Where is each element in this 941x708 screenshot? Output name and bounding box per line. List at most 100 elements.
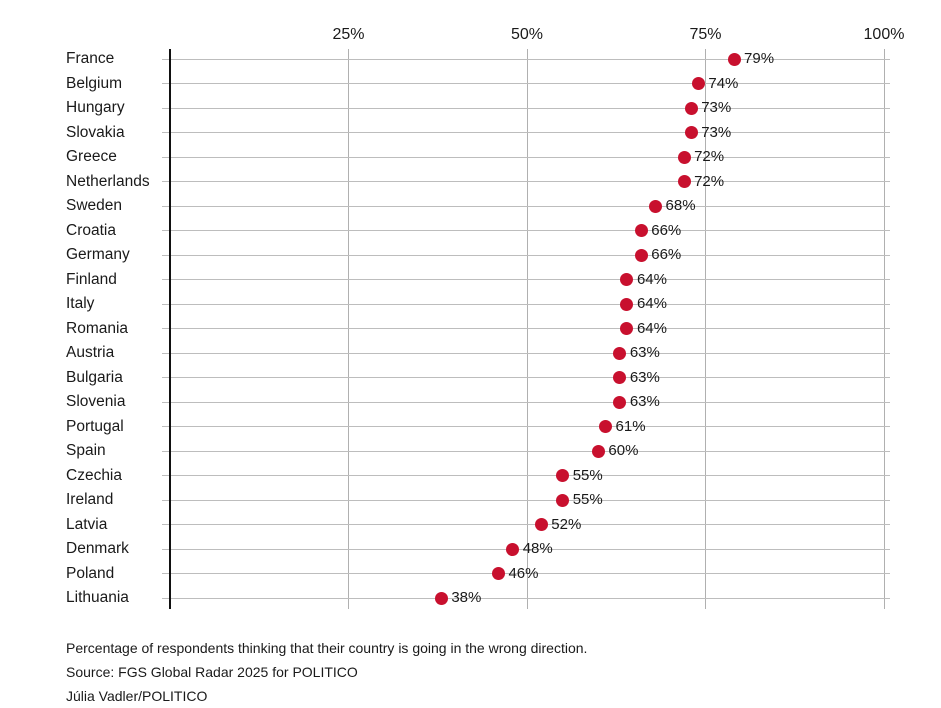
value-label: 64% bbox=[636, 270, 667, 288]
value-label: 55% bbox=[572, 491, 603, 508]
country-label: Finland bbox=[66, 270, 117, 288]
data-dot bbox=[620, 297, 634, 311]
row-gridline bbox=[162, 597, 890, 599]
data-dot bbox=[434, 591, 448, 605]
x-tick-label: 100% bbox=[863, 26, 905, 43]
country-label: Portugal bbox=[66, 417, 124, 435]
row-gridline bbox=[162, 524, 890, 525]
data-dot bbox=[556, 469, 570, 482]
data-dot bbox=[684, 101, 698, 115]
data-dot bbox=[491, 567, 505, 580]
row-gridline bbox=[162, 254, 890, 256]
country-label: Bulgaria bbox=[66, 368, 123, 386]
country-label: Netherlands bbox=[66, 172, 150, 190]
row-gridline bbox=[162, 205, 890, 207]
country-label: Slovenia bbox=[66, 393, 126, 410]
data-dot bbox=[677, 150, 691, 164]
country-label: Ireland bbox=[66, 491, 114, 508]
value-label: 38% bbox=[451, 589, 482, 606]
row-gridline bbox=[162, 475, 890, 476]
x-tick-label: 25% bbox=[332, 26, 365, 43]
country-label: Sweden bbox=[66, 197, 123, 214]
row-gridline bbox=[162, 156, 890, 158]
chart-footer: Percentage of respondents thinking that … bbox=[66, 636, 587, 708]
country-label: Italy bbox=[66, 295, 95, 312]
row-gridline bbox=[162, 132, 890, 133]
value-label: 73% bbox=[701, 99, 732, 116]
data-dot bbox=[556, 493, 570, 507]
value-label: 68% bbox=[665, 197, 696, 214]
country-label: Slovakia bbox=[66, 123, 125, 141]
row-gridline bbox=[162, 279, 890, 280]
data-dot bbox=[649, 199, 663, 213]
value-label: 55% bbox=[572, 466, 603, 484]
x-tick-label: 75% bbox=[689, 26, 722, 43]
country-label: Belgium bbox=[66, 74, 122, 92]
data-dot bbox=[634, 224, 648, 237]
x-tick-label: 50% bbox=[510, 26, 544, 43]
y-axis-line bbox=[169, 49, 171, 609]
data-dot bbox=[620, 322, 634, 335]
x-gridline bbox=[705, 49, 706, 609]
row-gridline bbox=[162, 107, 890, 109]
value-label: 72% bbox=[694, 172, 725, 190]
row-gridline bbox=[162, 548, 890, 550]
value-label: 63% bbox=[629, 393, 660, 410]
row-gridline bbox=[162, 58, 890, 60]
value-label: 72% bbox=[694, 148, 725, 165]
row-gridline bbox=[162, 401, 890, 403]
row-gridline bbox=[162, 83, 890, 84]
value-label: 61% bbox=[615, 417, 646, 435]
country-label: Greece bbox=[66, 148, 117, 165]
data-dot bbox=[599, 420, 613, 433]
country-label: France bbox=[66, 50, 115, 67]
country-label: Romania bbox=[66, 319, 129, 337]
row-gridline bbox=[162, 573, 890, 574]
value-label: 60% bbox=[608, 442, 639, 459]
value-label: 74% bbox=[708, 74, 739, 92]
row-gridline bbox=[162, 328, 890, 329]
country-label: Poland bbox=[66, 564, 115, 582]
chart-caption: Percentage of respondents thinking that … bbox=[66, 640, 588, 656]
value-label: 63% bbox=[629, 344, 660, 361]
row-gridline bbox=[162, 303, 890, 305]
country-label: Spain bbox=[66, 442, 106, 459]
row-gridline bbox=[162, 426, 890, 427]
value-label: 79% bbox=[744, 50, 775, 67]
row-gridline bbox=[162, 352, 890, 354]
country-label: Latvia bbox=[66, 515, 108, 533]
data-dot bbox=[691, 77, 705, 90]
country-label: Lithuania bbox=[66, 589, 129, 606]
row-gridline bbox=[162, 377, 890, 378]
value-label: 64% bbox=[636, 295, 667, 312]
country-label: Croatia bbox=[66, 221, 116, 239]
value-label: 66% bbox=[651, 221, 682, 239]
value-label: 46% bbox=[508, 564, 539, 582]
data-dot bbox=[634, 248, 648, 262]
data-dot bbox=[591, 444, 605, 458]
data-dot bbox=[727, 52, 741, 66]
value-label: 48% bbox=[522, 540, 553, 557]
data-dot bbox=[684, 126, 698, 139]
data-dot bbox=[613, 371, 627, 384]
chart-source: Source: FGS Global Radar 2025 for POLITI… bbox=[66, 664, 358, 680]
data-dot bbox=[613, 395, 627, 409]
row-gridline bbox=[162, 450, 890, 452]
chart-credit: Júlia Vadler/POLITICO bbox=[66, 688, 208, 704]
x-gridline bbox=[348, 49, 349, 609]
value-label: 73% bbox=[701, 123, 732, 141]
country-label: Hungary bbox=[66, 99, 125, 116]
value-label: 64% bbox=[636, 319, 667, 337]
x-gridline bbox=[526, 49, 528, 609]
data-dot bbox=[534, 518, 548, 531]
value-label: 52% bbox=[551, 515, 582, 533]
data-dot bbox=[613, 346, 627, 360]
row-gridline bbox=[162, 181, 890, 182]
value-label: 66% bbox=[651, 246, 682, 263]
country-label: Germany bbox=[66, 246, 130, 263]
country-label: Czechia bbox=[66, 466, 122, 484]
value-label: 63% bbox=[629, 368, 660, 386]
data-dot bbox=[506, 542, 520, 556]
